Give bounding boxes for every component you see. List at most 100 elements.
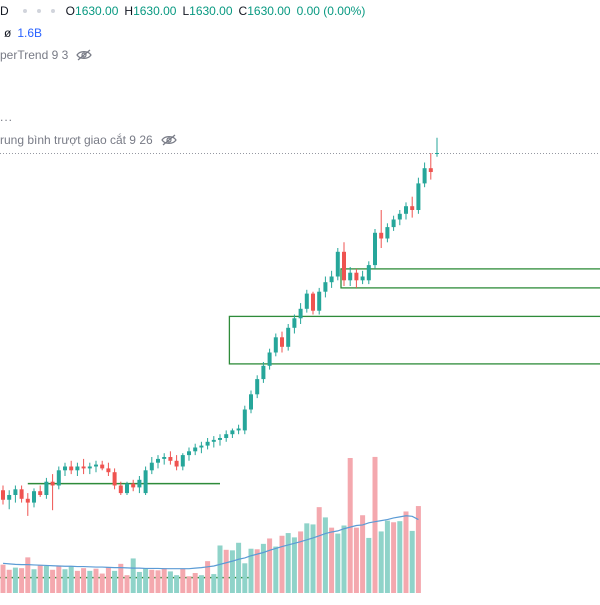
volume-bar xyxy=(0,564,6,593)
volume-bar xyxy=(149,569,155,593)
eye-crossed-icon[interactable] xyxy=(76,49,92,61)
volume-bar xyxy=(378,531,384,593)
volume-value: 1.6B xyxy=(17,26,43,40)
volume-bar xyxy=(56,565,62,593)
candle-body xyxy=(137,479,142,488)
volume-bar xyxy=(205,561,211,593)
candle-body xyxy=(218,438,222,440)
candle-body xyxy=(224,434,229,438)
volume-bar xyxy=(19,568,25,593)
candle-body xyxy=(162,457,167,459)
candle-body xyxy=(304,293,309,309)
candle-body xyxy=(38,491,43,495)
volume-bar xyxy=(415,506,421,593)
volume-bar xyxy=(304,523,310,593)
demand-zone xyxy=(340,268,600,289)
candle-body xyxy=(261,365,266,380)
volume-bar xyxy=(372,456,378,593)
candle-body xyxy=(56,470,61,486)
candle-body xyxy=(280,337,284,347)
candle-body xyxy=(335,251,340,277)
open-value: 1630.00 xyxy=(75,4,119,18)
candle-body xyxy=(267,352,272,366)
volume-bar xyxy=(279,535,285,593)
high-value: 1630.00 xyxy=(133,4,177,18)
more-indicators[interactable]: ... xyxy=(0,110,13,124)
volume-bar xyxy=(174,575,180,593)
volume-bars xyxy=(0,456,421,593)
candle-body xyxy=(168,457,173,461)
candle-body xyxy=(50,481,55,486)
candle-body xyxy=(180,455,185,467)
volume-bar xyxy=(267,538,273,593)
volume-bar xyxy=(397,521,403,593)
candle-body xyxy=(385,227,390,239)
low-value: 1630.00 xyxy=(189,4,233,18)
candle-body xyxy=(366,265,371,281)
volume-bar xyxy=(68,566,74,593)
candle-body xyxy=(416,183,421,210)
eye-crossed-icon[interactable] xyxy=(160,134,177,146)
volume-bar xyxy=(211,574,217,593)
volume-bar xyxy=(298,531,304,593)
candle-body xyxy=(410,206,415,210)
candle-body xyxy=(1,490,5,500)
candle-body xyxy=(397,213,402,220)
candle-body xyxy=(236,428,241,431)
candle-body xyxy=(7,495,12,500)
ma-cross-label: rung bình trượt giao cắt 9 26 xyxy=(0,133,153,147)
candle-body xyxy=(317,291,322,311)
volume-bar xyxy=(124,575,130,593)
candle-body xyxy=(19,489,24,499)
legend-dot xyxy=(36,9,41,13)
candle-body xyxy=(428,168,433,172)
demand-zones xyxy=(228,268,600,365)
candle-body xyxy=(44,481,49,495)
volume-bar xyxy=(310,524,316,593)
candle-body xyxy=(13,489,18,495)
volume-bar xyxy=(62,569,68,593)
candle-body xyxy=(422,168,427,184)
supertrend-legend[interactable]: perTrend 9 3 xyxy=(0,48,92,62)
candle-body xyxy=(329,276,334,283)
volume-bar xyxy=(403,511,409,593)
candle-body xyxy=(87,466,92,469)
candle-body xyxy=(106,468,111,473)
candle-body xyxy=(255,379,260,395)
legend-dot xyxy=(22,9,27,13)
candle-body xyxy=(143,470,148,494)
volume-bar xyxy=(242,563,248,593)
low-key: L xyxy=(182,4,190,18)
volume-bar xyxy=(360,515,366,593)
volume-bar xyxy=(37,564,43,593)
candle-body xyxy=(100,464,105,469)
volume-bar xyxy=(335,533,341,593)
volume-bar xyxy=(155,570,161,593)
candle-body xyxy=(342,251,346,281)
candle-body xyxy=(404,206,408,214)
ma-cross-legend[interactable]: rung bình trượt giao cắt 9 26 xyxy=(0,133,177,147)
volume-bar xyxy=(180,568,186,593)
candle-body xyxy=(242,409,247,431)
candle-body xyxy=(149,462,154,471)
candle-body xyxy=(69,466,74,471)
volume-bar xyxy=(136,571,142,593)
candlesticks xyxy=(1,137,439,516)
volume-bar xyxy=(12,567,18,593)
volume-bar xyxy=(322,517,328,593)
volume-bar xyxy=(99,573,105,593)
candle-body xyxy=(286,327,291,347)
change-value: 0.00 (0.00%) xyxy=(296,4,366,18)
volume-bar xyxy=(161,568,167,593)
candle-body xyxy=(230,430,235,435)
support-lines xyxy=(0,482,251,579)
candle-body xyxy=(360,276,365,281)
candle-body xyxy=(298,308,303,319)
volume-bar xyxy=(143,568,149,593)
candle-body xyxy=(273,337,278,353)
symbol-tail: D xyxy=(0,4,9,18)
volume-bar xyxy=(260,543,266,593)
volume-bar xyxy=(192,573,198,593)
